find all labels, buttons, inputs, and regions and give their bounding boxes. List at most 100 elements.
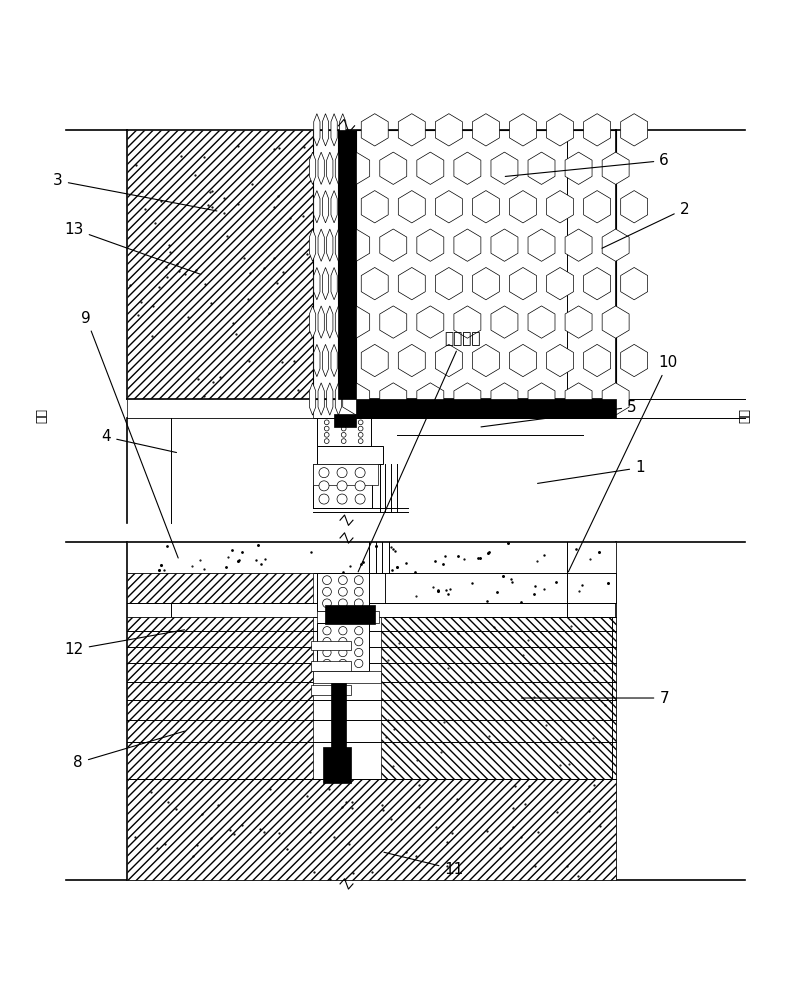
Bar: [127, 399, 312, 418]
Circle shape: [338, 587, 347, 596]
Polygon shape: [335, 383, 341, 415]
Polygon shape: [528, 229, 555, 261]
Polygon shape: [528, 383, 555, 415]
Polygon shape: [417, 152, 444, 184]
Polygon shape: [436, 114, 462, 146]
Circle shape: [339, 637, 347, 646]
Polygon shape: [565, 152, 592, 184]
Polygon shape: [398, 114, 425, 146]
Polygon shape: [327, 229, 333, 261]
Polygon shape: [314, 344, 320, 377]
Polygon shape: [380, 229, 407, 261]
Polygon shape: [509, 344, 536, 377]
Polygon shape: [473, 191, 500, 223]
Circle shape: [358, 439, 363, 443]
Circle shape: [323, 599, 332, 608]
Polygon shape: [584, 114, 611, 146]
Polygon shape: [547, 267, 573, 300]
Polygon shape: [528, 152, 555, 184]
Polygon shape: [547, 191, 573, 223]
Circle shape: [323, 627, 331, 635]
Circle shape: [319, 494, 329, 504]
Bar: [311, 641, 350, 650]
Polygon shape: [398, 191, 425, 223]
Polygon shape: [436, 267, 462, 300]
Text: 13: 13: [64, 222, 201, 274]
Circle shape: [337, 494, 347, 504]
Polygon shape: [436, 191, 462, 223]
Polygon shape: [398, 344, 425, 377]
Circle shape: [338, 599, 347, 608]
Text: 12: 12: [65, 630, 185, 657]
Bar: [356, 130, 616, 399]
Bar: [311, 661, 350, 671]
Bar: [356, 399, 616, 418]
Polygon shape: [314, 191, 320, 223]
Circle shape: [324, 426, 329, 431]
Polygon shape: [565, 383, 592, 415]
Circle shape: [323, 637, 331, 646]
Bar: [312, 464, 378, 485]
Polygon shape: [327, 306, 333, 338]
Polygon shape: [454, 229, 481, 261]
Polygon shape: [620, 114, 648, 146]
Polygon shape: [343, 152, 370, 184]
Polygon shape: [331, 267, 337, 300]
Bar: [385, 573, 616, 603]
Polygon shape: [417, 306, 444, 338]
Text: 7: 7: [521, 691, 669, 706]
Polygon shape: [310, 383, 315, 415]
Polygon shape: [318, 383, 324, 415]
Bar: [334, 414, 356, 427]
Polygon shape: [602, 152, 629, 184]
Circle shape: [323, 576, 332, 585]
Polygon shape: [620, 344, 648, 377]
Polygon shape: [436, 344, 462, 377]
Bar: [381, 617, 616, 779]
Polygon shape: [620, 267, 648, 300]
Circle shape: [354, 576, 363, 585]
Bar: [324, 605, 375, 624]
Polygon shape: [584, 191, 611, 223]
Bar: [311, 685, 350, 695]
Polygon shape: [322, 267, 328, 300]
Bar: [316, 446, 383, 464]
Polygon shape: [340, 344, 345, 377]
Text: 10: 10: [569, 355, 678, 572]
Polygon shape: [318, 152, 324, 184]
Circle shape: [339, 648, 347, 657]
Text: 11: 11: [384, 852, 464, 877]
Polygon shape: [454, 383, 481, 415]
Circle shape: [354, 599, 363, 608]
Polygon shape: [331, 344, 337, 377]
Polygon shape: [565, 306, 592, 338]
Polygon shape: [602, 306, 629, 338]
Polygon shape: [565, 229, 592, 261]
Text: 4: 4: [101, 429, 177, 453]
Text: 3: 3: [53, 173, 217, 211]
Polygon shape: [343, 383, 370, 415]
Text: 5: 5: [481, 400, 637, 427]
Polygon shape: [454, 306, 481, 338]
Bar: [127, 542, 616, 573]
Text: 室内: 室内: [36, 408, 49, 423]
Circle shape: [339, 659, 347, 668]
Polygon shape: [602, 383, 629, 415]
Circle shape: [355, 494, 365, 504]
Bar: [312, 130, 338, 399]
Circle shape: [338, 576, 347, 585]
Polygon shape: [417, 229, 444, 261]
Polygon shape: [335, 306, 341, 338]
Polygon shape: [602, 229, 629, 261]
Circle shape: [324, 420, 329, 425]
Polygon shape: [380, 306, 407, 338]
Polygon shape: [454, 152, 481, 184]
Circle shape: [358, 426, 363, 431]
Polygon shape: [318, 229, 324, 261]
Polygon shape: [361, 267, 388, 300]
Circle shape: [324, 432, 329, 437]
Polygon shape: [361, 344, 388, 377]
Polygon shape: [310, 152, 315, 184]
Circle shape: [354, 648, 363, 657]
Polygon shape: [491, 152, 518, 184]
